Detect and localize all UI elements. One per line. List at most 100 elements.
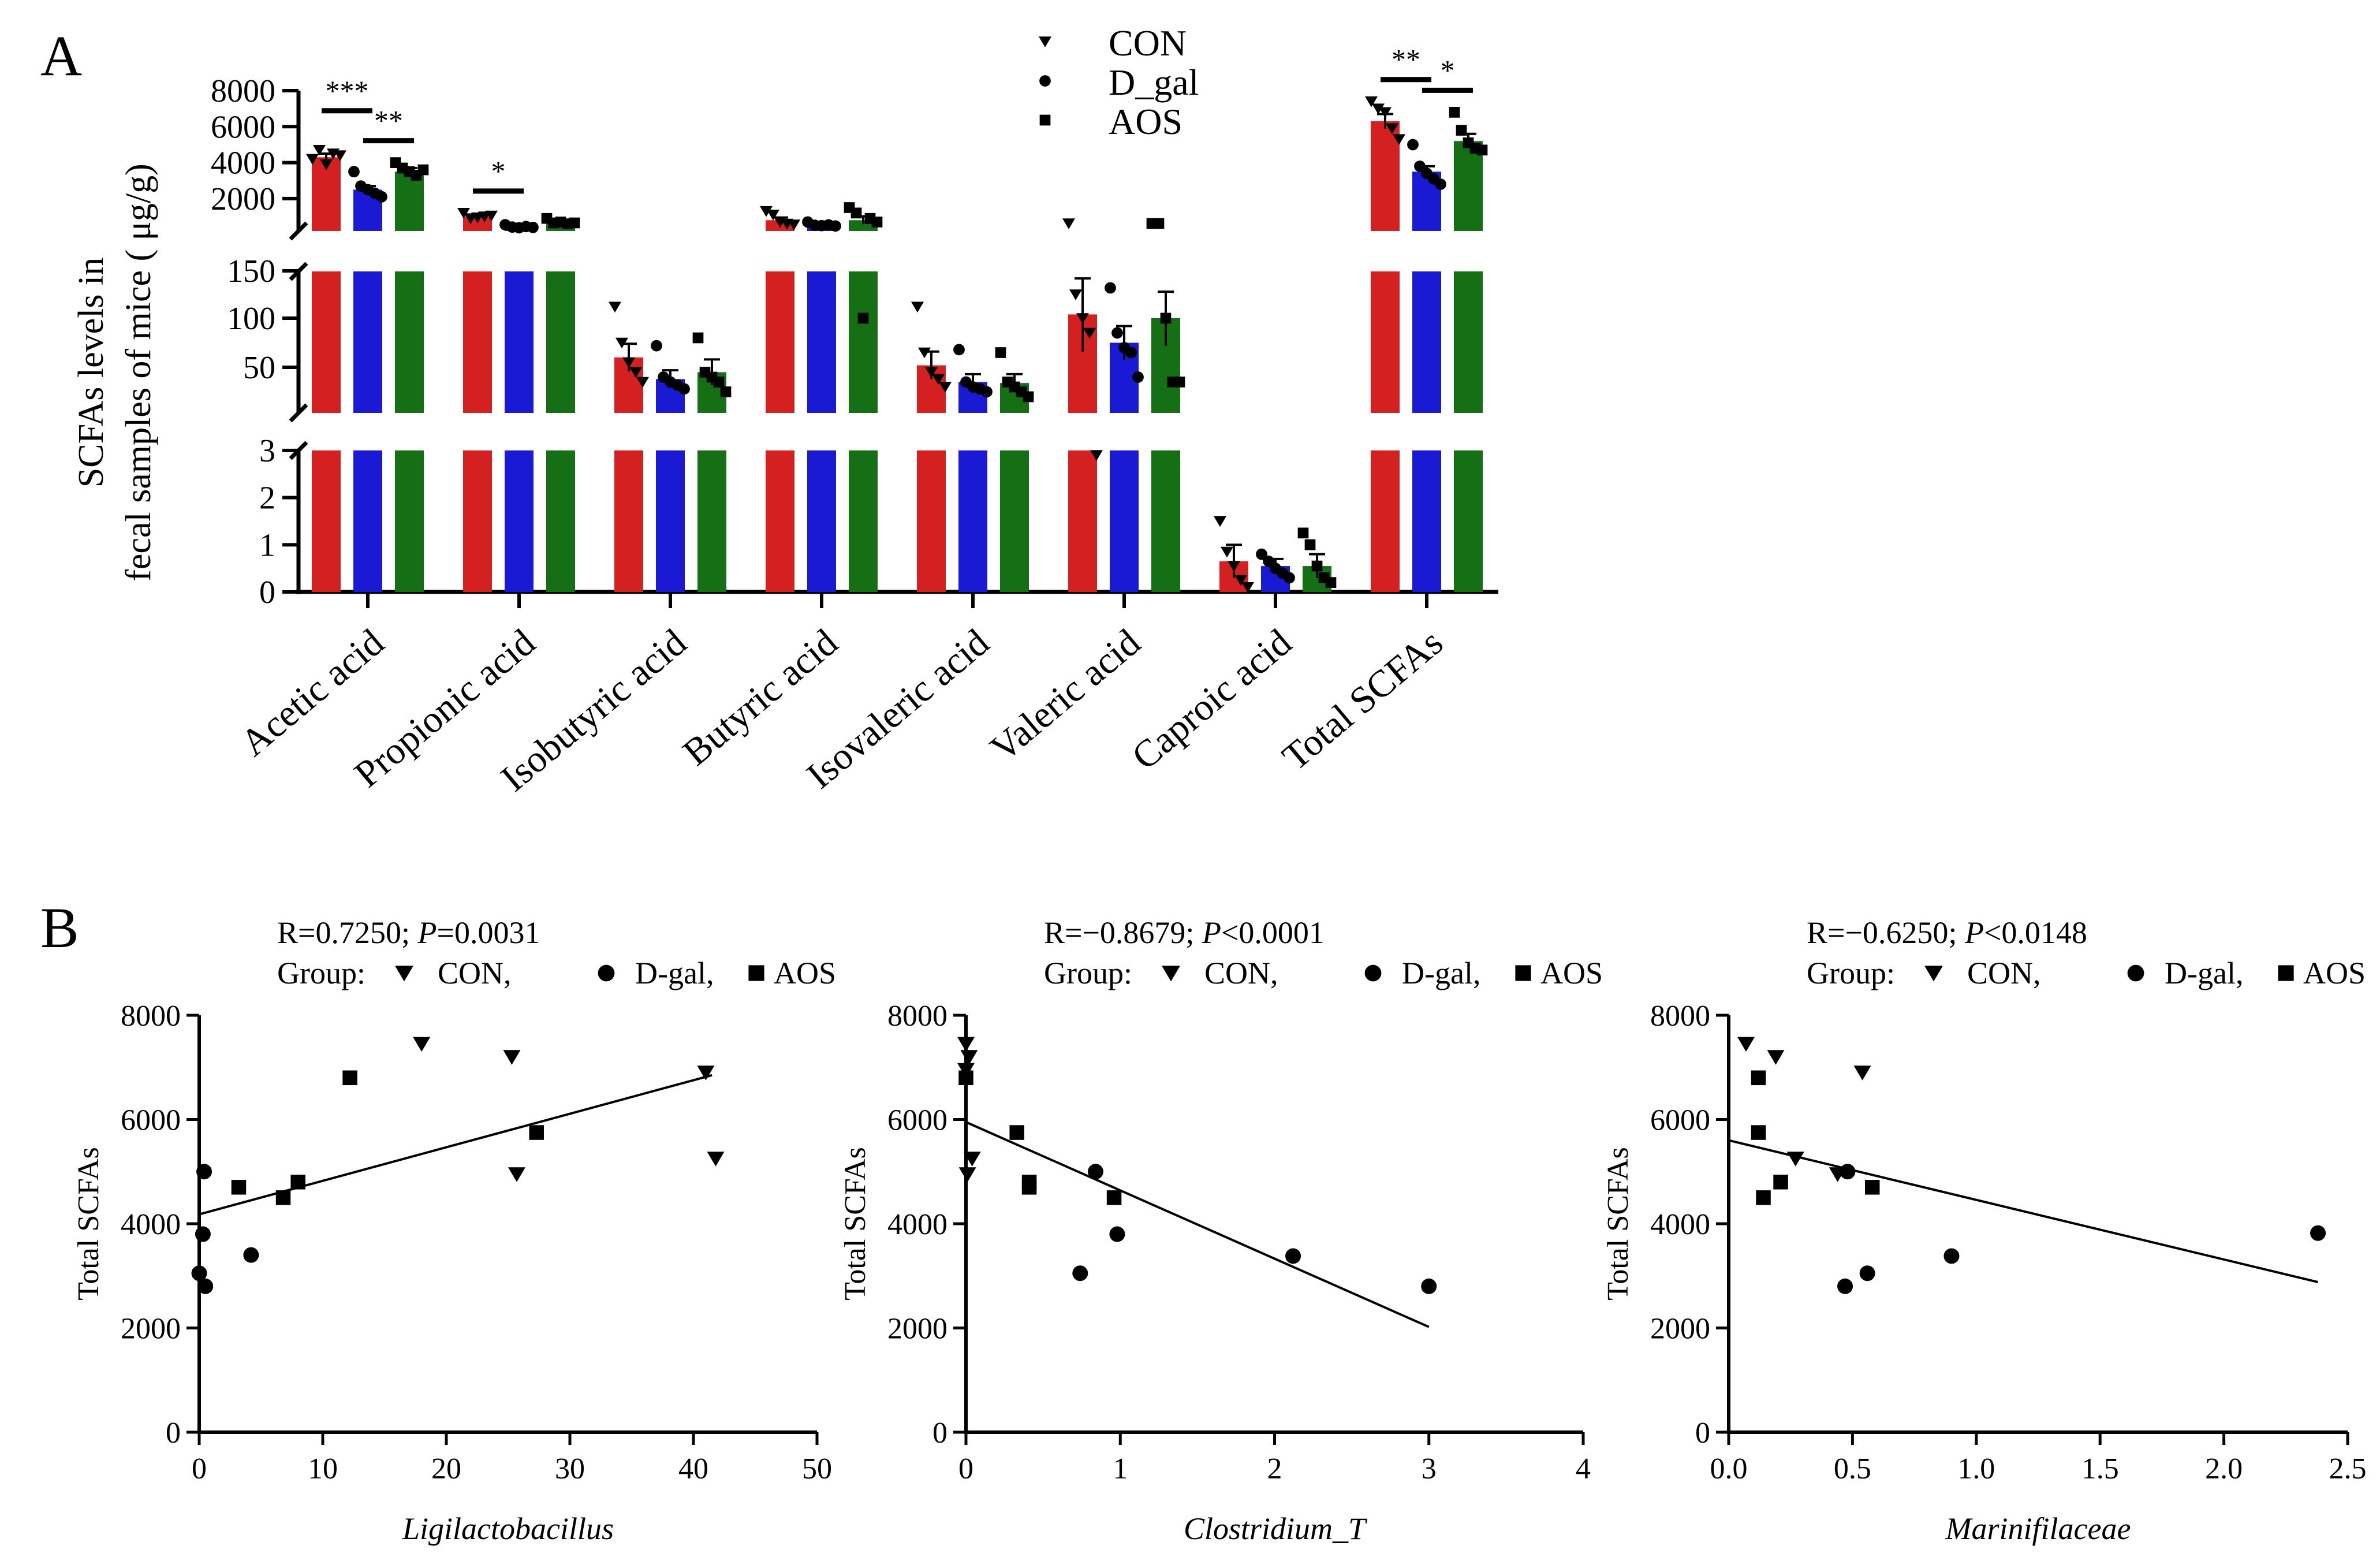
data-point [1737, 1037, 1755, 1052]
y-axis-label: Total SCFAs [1602, 1147, 1635, 1301]
x-tick-label: 40 [678, 1452, 708, 1485]
data-point [275, 1190, 291, 1205]
group-legend-marker [2278, 965, 2294, 981]
bar [766, 271, 794, 413]
data-point [231, 1180, 247, 1195]
y-tick-label: 0 [259, 575, 275, 610]
x-tick-label: 3 [1422, 1452, 1437, 1485]
data-point [939, 382, 952, 393]
data-point [1943, 1248, 1960, 1264]
data-point [767, 210, 779, 221]
x-tick-label: 0.0 [1710, 1452, 1748, 1485]
data-point [629, 367, 642, 378]
panel-a-letter: A [40, 24, 82, 88]
data-point [313, 145, 326, 156]
data-point [1421, 1278, 1437, 1294]
group-legend-prefix: Group: [277, 956, 365, 990]
legend-marker [1039, 75, 1051, 87]
significance-label: * [1441, 54, 1455, 86]
y-tick-label: 4000 [1650, 1208, 1710, 1241]
group-legend-label: AOS [1540, 956, 1603, 990]
data-point [1767, 1050, 1785, 1065]
bar [656, 450, 685, 592]
data-point [1153, 218, 1165, 229]
data-point [1087, 1164, 1103, 1180]
x-category-label: Acetic acid [233, 621, 392, 765]
bar [463, 271, 492, 413]
bar [395, 450, 424, 592]
data-point [485, 210, 498, 222]
break-mark-1 [289, 221, 308, 241]
group-legend-label: CON, [1967, 956, 2041, 990]
y-tick-label: 0 [1695, 1417, 1710, 1450]
data-point [1072, 1265, 1088, 1281]
data-point [1174, 377, 1185, 388]
bar [1000, 450, 1029, 592]
data-point [678, 383, 690, 395]
data-point [1414, 160, 1426, 172]
data-point [1241, 582, 1254, 593]
data-point [1160, 312, 1172, 324]
data-point [911, 301, 924, 313]
bar [505, 271, 534, 413]
group-legend-marker [395, 966, 413, 982]
data-point [569, 217, 580, 229]
bar [1371, 121, 1400, 231]
y-tick-label: 2000 [1650, 1313, 1710, 1346]
y-tick-label: 8000 [211, 73, 275, 109]
scatter-marinifilaceae: R=−0.6250; P<0.0148 Group: CON, D-gal, AOS 0 2… [1602, 915, 2367, 1546]
data-point [1263, 556, 1274, 567]
significance-label: *** [326, 74, 369, 107]
data-point [527, 221, 539, 233]
data-point [1751, 1125, 1766, 1140]
data-point [529, 1125, 544, 1140]
x-axis-label: Ligilactobacillus [402, 1511, 614, 1546]
x-tick-label: 20 [431, 1452, 461, 1485]
data-point [1234, 575, 1247, 586]
bar [1068, 450, 1097, 592]
x-tick-label: 0.5 [1834, 1452, 1871, 1485]
data-point [290, 1175, 305, 1190]
group-legend-prefix: Group: [1044, 956, 1132, 990]
bar [505, 450, 534, 592]
data-point [1132, 371, 1144, 383]
bar [1412, 450, 1441, 592]
data-point [1365, 96, 1378, 107]
data-point [925, 367, 938, 378]
x-tick-label: 0 [192, 1452, 207, 1485]
data-point [622, 357, 635, 368]
y-tick-label: 3 [259, 433, 275, 469]
data-point [1106, 1190, 1122, 1205]
data-point [1372, 103, 1385, 115]
data-point [697, 1065, 715, 1081]
data-point [960, 1050, 978, 1065]
bar [463, 450, 492, 592]
group-legend-label: CON, [1204, 956, 1278, 990]
y-tick-label: 2000 [121, 1313, 181, 1346]
bar [1412, 271, 1441, 413]
data-point [857, 312, 869, 324]
significance-label: * [491, 155, 506, 187]
data-point [1221, 546, 1233, 558]
y-tick-label: 6000 [887, 1104, 947, 1137]
y-tick-label: 0 [932, 1417, 947, 1450]
data-point [651, 340, 662, 352]
data-point [713, 377, 725, 388]
x-tick-label: 50 [802, 1452, 832, 1485]
x-tick-label: 0 [958, 1452, 973, 1485]
y-tick-label: 150 [227, 254, 275, 289]
bar [958, 450, 987, 592]
data-point [995, 347, 1006, 358]
panel-b-letter: B [40, 896, 79, 960]
data-point [707, 1152, 725, 1167]
significance-label: ** [374, 105, 403, 137]
data-point [243, 1247, 259, 1263]
x-tick-label: 2.5 [2329, 1452, 2367, 1485]
y-tick-label: 0 [166, 1417, 181, 1450]
bar [1454, 450, 1483, 592]
x-tick-label: 10 [308, 1452, 338, 1485]
data-point [1214, 516, 1226, 527]
y-tick-label: 8000 [121, 1000, 181, 1033]
data-point [1021, 1180, 1037, 1195]
